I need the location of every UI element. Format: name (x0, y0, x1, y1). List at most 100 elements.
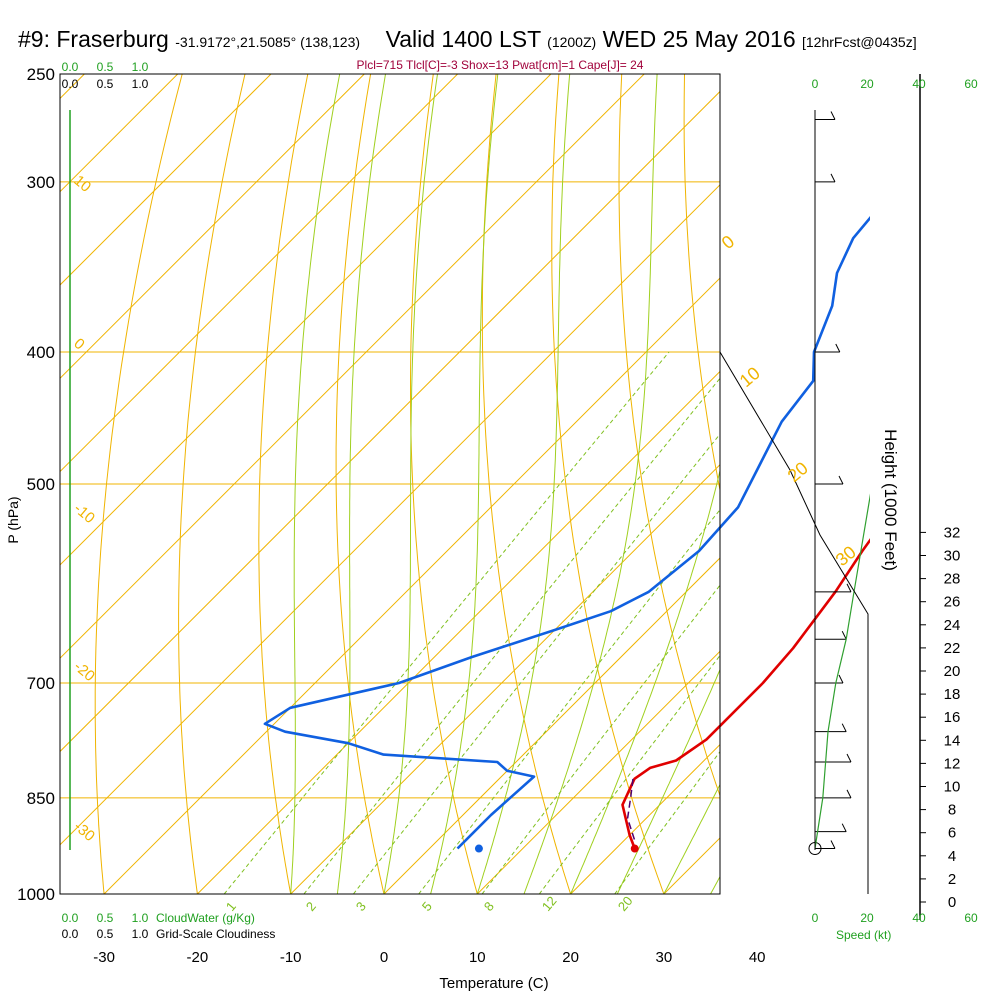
isotherm-line (60, 74, 365, 380)
height-tick-label: 12 (944, 755, 961, 772)
dry-adiabat (178, 74, 246, 894)
forecast-info: [12hrFcst@0435z] (802, 34, 917, 50)
dry-adiabat (258, 74, 309, 894)
height-tick-label: 14 (944, 732, 961, 749)
mixing-ratio-label: 2 (303, 899, 319, 914)
wind-barb-flag (846, 753, 852, 763)
mixing-ratio-line (303, 377, 720, 894)
moist-adiabat (476, 74, 571, 894)
wind-barb-flag (830, 111, 836, 120)
height-tick-label: 16 (944, 709, 961, 726)
station-name: #9: Fraserburg (18, 26, 169, 52)
cloudwater-bottom-tick: 0.5 (97, 911, 114, 925)
moist-adiabat (616, 668, 720, 894)
pressure-tick-label: 1000 (17, 885, 55, 904)
height-tick-label: 4 (948, 848, 956, 865)
height-tick-label: 26 (944, 594, 961, 611)
isotherm-line (476, 650, 720, 894)
height-tick-label: 32 (944, 524, 961, 541)
dry-adiabat (747, 74, 944, 894)
height-tick-label: 0 (948, 894, 956, 911)
temperature-tick-label: 10 (469, 949, 486, 966)
isotherm-line (383, 557, 720, 894)
wind-speed-bottom-tick: 40 (912, 911, 926, 925)
cloudiness-top-tick: 1.0 (132, 77, 149, 91)
isotherm-line (60, 74, 552, 566)
valid-date: WED 25 May 2016 (602, 26, 796, 52)
cloudiness-bottom-tick: 1.0 (132, 927, 149, 941)
temperature-tick-label: -30 (93, 949, 115, 966)
wind-barb-flag (835, 343, 841, 353)
temperature-tick-label: -20 (187, 949, 209, 966)
wind-speed-line (814, 493, 870, 849)
dry-adiabat (94, 74, 183, 894)
isotherm-line (103, 277, 720, 894)
isotherm-line (197, 370, 720, 894)
cloudwater-top-tick: 0.5 (97, 60, 114, 74)
surface-dewpoint-point (474, 844, 483, 853)
plot-frame (59, 73, 721, 895)
isotherm-label: 10 (736, 363, 764, 391)
isotherm-line (60, 74, 272, 286)
isotherm-line (60, 184, 720, 846)
mixing-ratio-label: 8 (481, 899, 497, 914)
mixing-ratio-line (614, 750, 720, 894)
dry-adiabat (551, 74, 665, 894)
moist-adiabat (663, 783, 720, 894)
dry-adiabat (481, 74, 572, 894)
mixing-ratio-label: 20 (615, 893, 636, 914)
pressure-tick-label: 400 (27, 343, 55, 362)
wind-speed-bottom-tick: 0 (812, 911, 819, 925)
moist-adiabat (523, 74, 658, 894)
isotherm-label: 30 (832, 542, 860, 570)
temperature-tick-label: 40 (749, 949, 766, 966)
pressure-tick-label: 300 (27, 173, 55, 192)
height-tick-label: 8 (948, 802, 956, 819)
cloudwater-top-tick: 1.0 (132, 60, 149, 74)
mixing-ratio-line (353, 433, 720, 894)
wind-speed-axis-label: Speed (kt) (836, 928, 891, 942)
cloudiness-bottom-tick: 0.5 (97, 927, 114, 941)
dry-adiabat (618, 74, 720, 798)
wind-speed-top-tick: 40 (912, 77, 926, 91)
mixing-ratio-label: 3 (353, 899, 369, 914)
valid-time: Valid 1400 LST (385, 26, 541, 52)
dry-adiabat (683, 74, 720, 493)
moist-adiabat (430, 74, 499, 894)
wind-barb-flag (841, 630, 847, 640)
surface-temperature-point (630, 844, 639, 853)
wind-barb-flag (838, 475, 844, 485)
cloudiness-axis-label: Grid-Scale Cloudiness (156, 927, 275, 941)
wind-barb-flag (846, 789, 852, 799)
upper-boundary-line (719, 351, 869, 894)
pressure-tick-label: 250 (27, 65, 55, 84)
parcel-line (626, 775, 636, 840)
mixing-ratio-line (481, 584, 720, 894)
height-axis-label: Height (1000 Feet) (881, 429, 900, 571)
wind-barb-flag (846, 583, 852, 593)
isotherm-line (60, 90, 720, 753)
dry-adiabat-label: -20 (70, 658, 98, 685)
pressure-axis-label: P (hPa) (5, 496, 21, 543)
wind-barb-flag (830, 173, 836, 183)
wind-speed-top-tick: 60 (964, 77, 978, 91)
temperature-tick-label: 30 (656, 949, 673, 966)
cloudwater-top-tick: 0.0 (62, 60, 79, 74)
wind-speed-top-tick: 0 (812, 77, 819, 91)
height-tick-label: 30 (944, 548, 961, 565)
isotherm-line (60, 74, 645, 659)
pressure-tick-label: 850 (27, 789, 55, 808)
wind-barb-flag (838, 674, 844, 684)
height-tick-label: 10 (944, 779, 961, 796)
station-coords: -31.9172°,21.5085° (138,123) (175, 34, 361, 50)
temperature-tick-label: 20 (562, 949, 579, 966)
cloudiness-top-tick: 0.5 (97, 77, 114, 91)
wind-barb-flag (841, 823, 847, 832)
parcel-indices: Plcl=715 Tlcl[C]=-3 Shox=13 Pwat[cm]=1 C… (356, 58, 644, 72)
height-tick-label: 24 (944, 617, 961, 634)
isotherm-line (851, 74, 1000, 894)
wind-speed-top-tick: 20 (860, 77, 874, 91)
moist-adiabat (383, 74, 438, 894)
moist-adiabat (336, 74, 386, 894)
